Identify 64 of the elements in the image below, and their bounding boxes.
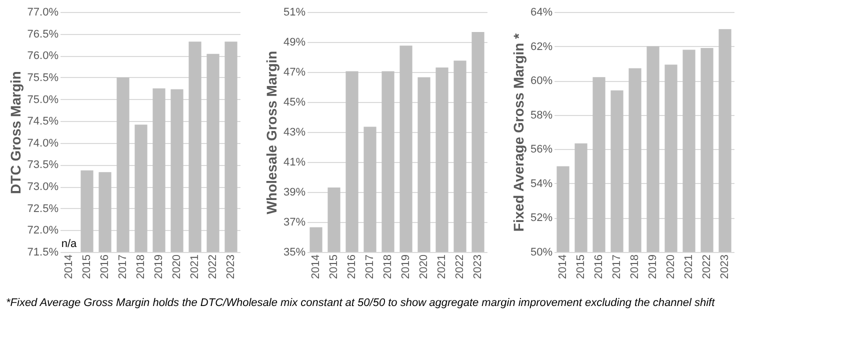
y-tick-label: 39% [283, 186, 306, 198]
x-tick-label: 2021 [436, 254, 448, 279]
y-tick-label: 41% [283, 156, 306, 168]
x-tick-label: 2014 [310, 254, 322, 279]
y-tick-label: 73.0% [27, 181, 59, 194]
y-tick-label: 74.0% [27, 137, 59, 150]
text: n/a [61, 238, 77, 250]
y-axis-title: DTC Gross Margin [7, 71, 24, 194]
x-tick-label: 2018 [629, 254, 641, 279]
y-tick-label: 37% [283, 216, 306, 228]
y-tick-label: 47% [283, 66, 306, 78]
x-tick-label: 2018 [135, 254, 147, 279]
x-tick-label: 2015 [575, 254, 587, 279]
y-tick-label: 74.5% [27, 116, 59, 128]
x-tick-label: 2016 [346, 254, 358, 279]
x-tick-label: 2018 [382, 254, 394, 279]
y-tick-label: 73.5% [27, 159, 59, 172]
y-tick-label: 62% [530, 40, 553, 53]
y-tick-label: 64% [530, 6, 553, 18]
y-tick-label: 75.5% [27, 72, 59, 84]
x-tick-label: 2017 [117, 254, 129, 279]
x-tick-label: 2017 [364, 254, 376, 279]
x-tick-label: 2020 [418, 254, 430, 279]
y-tick-label: 76.0% [27, 50, 59, 62]
y-tick-label: 51% [283, 6, 306, 18]
y-tick-label: 72.5% [27, 202, 59, 215]
y-tick-label: 43% [283, 126, 306, 138]
y-tick-label: 72.0% [27, 224, 59, 237]
x-tick-label: 2022 [454, 254, 466, 279]
y-tick-label: 54% [530, 178, 553, 190]
text: *Fixed Average Gross Margin holds the DTC/Wholesale mix constant at 50/50 to show aggregate margin improvement excluding the channel shift [6, 297, 716, 309]
y-tick-label: 77.0% [27, 6, 59, 18]
x-tick-label: 2022 [207, 254, 219, 279]
x-tick-label: 2015 [328, 254, 340, 279]
x-tick-label: 2021 [189, 254, 201, 279]
x-tick-label: 2019 [400, 254, 412, 279]
y-tick-label: 75.0% [27, 94, 59, 106]
y-tick-label: 50% [530, 246, 553, 258]
y-axis-title: Wholesale Gross Margin [263, 50, 280, 214]
y-tick-label: 52% [530, 212, 553, 224]
y-tick-label: 60% [530, 75, 553, 88]
x-tick-label: 2020 [665, 254, 677, 279]
x-tick-label: 2020 [171, 254, 183, 279]
x-tick-label: 2023 [719, 254, 731, 279]
x-tick-label: 2014 [63, 254, 75, 279]
y-tick-label: 56% [530, 144, 553, 156]
y-tick-label: 58% [530, 109, 553, 122]
x-tick-label: 2023 [225, 254, 237, 279]
x-tick-label: 2015 [81, 254, 93, 279]
x-tick-label: 2019 [647, 254, 659, 279]
x-tick-label: 2016 [593, 254, 605, 279]
x-tick-label: 2016 [99, 254, 111, 279]
x-tick-label: 2022 [701, 254, 713, 279]
y-tick-label: 71.5% [27, 246, 59, 258]
x-tick-label: 2021 [683, 254, 695, 279]
y-tick-label: 49% [283, 36, 306, 48]
y-tick-label: 45% [283, 96, 306, 108]
x-tick-label: 2019 [153, 254, 165, 279]
x-tick-label: 2017 [611, 254, 623, 279]
y-tick-label: 35% [283, 246, 306, 258]
y-axis-title: Fixed Average Gross Margin * [510, 32, 526, 232]
x-tick-label: 2014 [557, 254, 569, 279]
y-tick-label: 76.5% [27, 28, 59, 40]
x-tick-label: 2023 [472, 254, 484, 279]
